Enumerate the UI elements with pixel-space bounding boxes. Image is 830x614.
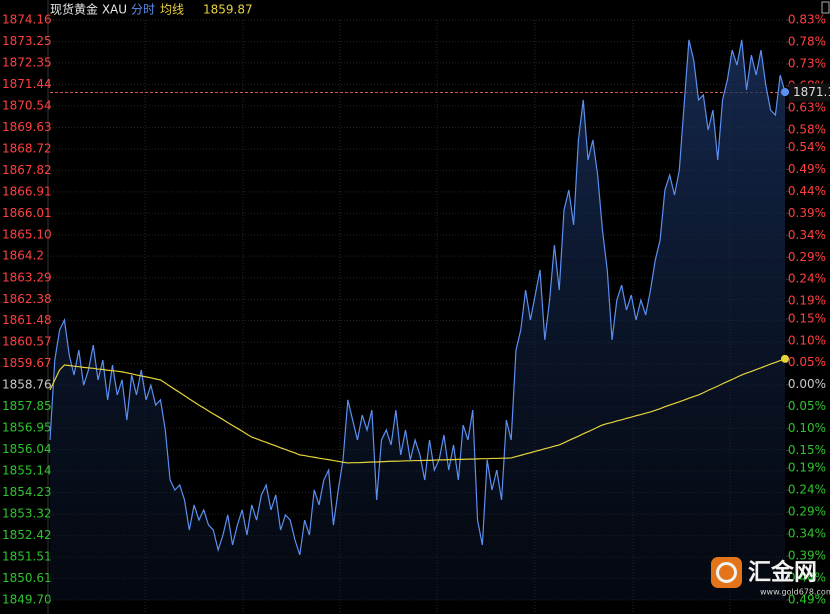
y-tick-label: 1854.23: [2, 485, 52, 499]
y2-tick-label: 0.19%: [788, 461, 826, 475]
price-area: [50, 39, 785, 601]
y2-tick-label: 0.49%: [788, 162, 826, 176]
watermark-logo-ring: [716, 562, 737, 583]
current-price-box: [789, 83, 830, 102]
y2-tick-label: 0.78%: [788, 34, 826, 48]
y2-tick-label: 0.49%: [788, 593, 826, 607]
y2-tick-label: 0.24%: [788, 483, 826, 497]
y-tick-label: 1857.85: [2, 399, 52, 413]
y-tick-label: 1856.04: [2, 442, 52, 456]
watermark-logo: [711, 557, 742, 588]
y-tick-label: 1853.32: [2, 507, 52, 521]
y-tick-label: 1861.48: [2, 313, 52, 327]
y2-tick-label: 0.15%: [788, 311, 826, 325]
price-line: [49, 39, 786, 556]
y-tick-label: 1859.67: [2, 356, 52, 370]
y2-tick-label: 0.44%: [788, 571, 826, 585]
y2-tick-label: 0.19%: [788, 294, 826, 308]
y-tick-label: 1864.2: [2, 249, 44, 263]
y2-tick-label: 0.10%: [788, 421, 826, 435]
average-line: [49, 358, 786, 464]
y-tick-label: 1860.57: [2, 335, 52, 349]
watermark-url: www.gold678.com: [760, 588, 830, 597]
y-tick-label: 1858.76: [2, 378, 52, 392]
y-tick-label: 1867.82: [2, 163, 52, 177]
y-tick-label: 1863.29: [2, 270, 52, 284]
y2-tick-label: 0.39%: [788, 549, 826, 563]
y-tick-label: 1874.16: [2, 13, 52, 27]
y-tick-label: 1871.44: [2, 77, 52, 91]
y2-tick-label: 0.44%: [788, 184, 826, 198]
y2-tick-label: 0.83%: [788, 13, 826, 27]
y2-tick-label: 0.10%: [788, 333, 826, 347]
watermark-name: 汇金网: [748, 559, 817, 586]
y-tick-label: 1862.38: [2, 292, 52, 306]
average-end-dot: [781, 354, 789, 363]
y2-tick-label: 0.05%: [788, 399, 826, 413]
y-tick-label: 1866.91: [2, 184, 52, 198]
y-tick-label: 1872.35: [2, 55, 52, 69]
y-tick-label: 1849.70: [2, 593, 52, 607]
y2-tick-label: 0.00%: [788, 377, 826, 391]
y-tick-label: 1865.10: [2, 227, 52, 241]
y-tick-label: 1850.61: [2, 571, 52, 585]
y2-tick-label: 0.34%: [788, 228, 826, 242]
y2-tick-label: 0.29%: [788, 505, 826, 519]
y2-tick-label: 0.24%: [788, 272, 826, 286]
chart-title: 现货黄金 XAU: [50, 2, 127, 17]
corner-icon[interactable]: [821, 1, 830, 14]
y2-tick-label: 0.39%: [788, 206, 826, 220]
y-tick-label: 1855.14: [2, 464, 52, 478]
y-tick-label: 1868.72: [2, 141, 52, 155]
y-tick-label: 1856.95: [2, 421, 52, 435]
y2-tick-label: 0.15%: [788, 443, 826, 457]
y-tick-label: 1851.51: [2, 550, 52, 564]
y2-tick-label: 0.58%: [788, 122, 826, 136]
y2-tick-label: 0.05%: [788, 355, 826, 369]
watermark: 汇金网 www.gold678.com: [711, 557, 830, 597]
legend-entry: 均线: [160, 3, 184, 17]
y-tick-label: 1870.54: [2, 98, 52, 112]
y-tick-label: 1852.42: [2, 528, 52, 542]
current-price-label: 1871.1: [793, 85, 830, 99]
price-end-dot: [781, 88, 789, 97]
legend-entry: 分时: [131, 3, 155, 17]
y-tick-label: 1866.01: [2, 206, 52, 220]
y2-tick-label: 0.54%: [788, 140, 826, 154]
average-value: 1859.87: [203, 3, 253, 17]
y-tick-label: 1873.25: [2, 34, 52, 48]
y2-tick-label: 0.34%: [788, 527, 826, 541]
y2-tick-label: 0.63%: [788, 100, 826, 114]
y2-tick-label: 0.73%: [788, 56, 826, 70]
y2-tick-label: 0.29%: [788, 250, 826, 264]
y-tick-label: 1869.63: [2, 120, 52, 134]
